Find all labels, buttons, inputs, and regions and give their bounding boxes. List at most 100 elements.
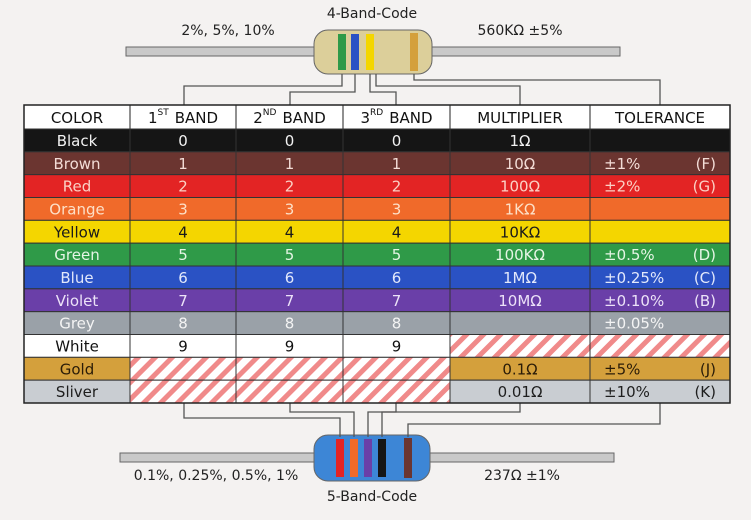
header-text: TOLERANCE	[614, 109, 705, 127]
tolerance-code: (B)	[694, 292, 716, 310]
header-label: MULTIPLIER	[477, 109, 563, 127]
header-num: 3	[360, 109, 370, 127]
band-digit: 0	[285, 132, 295, 150]
color-name: Yellow	[53, 223, 100, 241]
cell	[235, 356, 344, 381]
band-digit: 4	[285, 223, 295, 241]
header-sup: RD	[370, 108, 383, 118]
tolerance: ±2%	[604, 178, 640, 196]
header-num: 1	[148, 109, 158, 127]
tolerance-code: (J)	[700, 360, 716, 378]
header-text: COLOR	[51, 109, 103, 127]
color-name: Orange	[49, 200, 104, 218]
color-name: Blue	[60, 269, 93, 287]
multiplier: 0.1Ω	[502, 360, 537, 378]
cell	[589, 219, 731, 244]
color-name: Gold	[60, 360, 95, 378]
header-text: 3RD BAND	[360, 108, 432, 127]
band-digit: 6	[392, 269, 402, 287]
top-connectors	[183, 74, 661, 105]
color-name: White	[55, 337, 99, 355]
band-digit: 7	[285, 292, 295, 310]
band-digit: 3	[392, 200, 402, 218]
band-digit: 7	[392, 292, 402, 310]
cell	[589, 128, 731, 153]
color-name: Violet	[56, 292, 99, 310]
color-table: COLOR 1ST BAND 2ND BAND 3RD BAND MULTIPLIER TOLE…	[23, 104, 731, 404]
tolerance: ±0.5%	[604, 246, 655, 264]
tolerance: ±0.10%	[604, 292, 664, 310]
band-digit: 6	[285, 269, 295, 287]
band-digit: 2	[285, 178, 295, 196]
multiplier: 0.01Ω	[498, 383, 543, 401]
multiplier: 1KΩ	[505, 200, 536, 218]
band-digit: 3	[285, 200, 295, 218]
band-digit: 1	[178, 155, 188, 173]
cell	[589, 197, 731, 221]
band-digit: 1	[285, 155, 295, 173]
bottom-right-label: 237Ω ±1%	[484, 468, 560, 484]
band-digit: 1	[392, 155, 402, 173]
cell	[342, 356, 451, 381]
band-digit: 8	[178, 315, 188, 333]
cell	[589, 334, 731, 358]
tolerance: ±1%	[604, 155, 640, 173]
color-name: Green	[54, 246, 99, 264]
band-digit: 5	[178, 246, 188, 264]
band-digit: 4	[178, 223, 188, 241]
header-sup: ND	[263, 108, 277, 118]
band-digit: 5	[285, 246, 295, 264]
tolerance: ±5%	[604, 360, 640, 378]
header-label: BAND	[389, 109, 432, 127]
band-digit: 9	[285, 337, 295, 355]
header-label: BAND	[282, 109, 325, 127]
tolerance-code: (G)	[693, 178, 716, 196]
bottom-connectors	[183, 403, 661, 437]
tolerance: ±10%	[604, 383, 650, 401]
top-title: 4-Band-Code	[327, 6, 417, 22]
multiplier: 10MΩ	[498, 292, 542, 310]
tolerance-code: (F)	[696, 155, 716, 173]
header-text: 1ST BAND	[148, 108, 218, 127]
top-left-label: 2%, 5%, 10%	[181, 23, 274, 39]
band-digit: 9	[178, 337, 188, 355]
band-digit: 2	[178, 178, 188, 196]
header-text: MULTIPLIER	[477, 109, 563, 127]
band-digit: 0	[392, 132, 402, 150]
band-digit: 9	[392, 337, 402, 355]
cell	[342, 379, 451, 404]
table-border	[23, 104, 731, 404]
color-name: Sliver	[56, 383, 99, 401]
cell	[129, 379, 237, 404]
band-digit: 5	[392, 246, 402, 264]
color-name: Red	[63, 178, 92, 196]
band-digit: 0	[178, 132, 188, 150]
four-band-resistor	[125, 29, 621, 75]
tolerance-code: (D)	[693, 246, 716, 264]
color-name: Black	[57, 132, 98, 150]
cell	[235, 379, 344, 404]
cell	[449, 311, 591, 335]
tolerance-code: (K)	[694, 383, 716, 401]
multiplier: 1MΩ	[503, 269, 537, 287]
bottom-left-label: 0.1%, 0.25%, 0.5%, 1%	[134, 468, 299, 484]
header-text: 2ND BAND	[253, 108, 326, 127]
multiplier: 10Ω	[505, 155, 536, 173]
band-digit: 8	[285, 315, 295, 333]
multiplier: 100KΩ	[495, 246, 545, 264]
cell	[449, 334, 591, 358]
tolerance-code: (C)	[694, 269, 716, 287]
header-cell	[235, 104, 344, 130]
header-label: BAND	[175, 109, 218, 127]
band-digit: 4	[392, 223, 402, 241]
header-num: 2	[253, 109, 263, 127]
band-digit: 7	[178, 292, 188, 310]
color-name: Grey	[59, 315, 95, 333]
color-name: Brown	[53, 155, 100, 173]
multiplier: 10KΩ	[500, 223, 540, 241]
band-digit: 2	[392, 178, 402, 196]
header-cell	[449, 104, 591, 130]
header-sup: ST	[158, 108, 170, 118]
tolerance: ±0.05%	[604, 315, 664, 333]
bottom-title: 5-Band-Code	[327, 489, 417, 505]
